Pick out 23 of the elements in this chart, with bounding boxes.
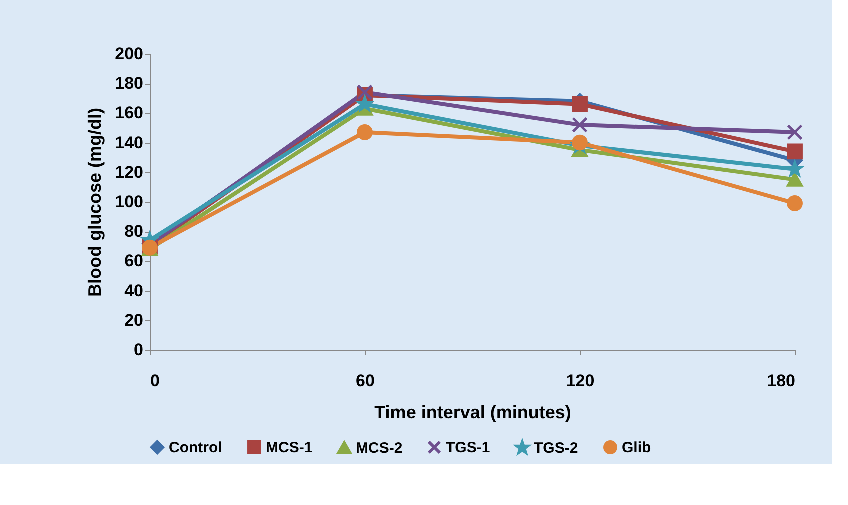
- y-tick-label: 120: [115, 162, 144, 182]
- x-tick-label: 0: [150, 372, 160, 390]
- legend-label: Glib: [622, 440, 652, 457]
- y-axis-title: Blood glucose (mg/dl): [85, 108, 106, 297]
- legend-label: TGS-1: [446, 440, 490, 457]
- y-tick-label: 100: [115, 192, 144, 212]
- x-tick-label: 180: [767, 372, 796, 390]
- y-tick-label: 20: [124, 310, 144, 330]
- y-tick-label: 160: [115, 104, 144, 123]
- legend-label: MCS-1: [266, 440, 313, 457]
- x-tick-label: 60: [356, 372, 375, 390]
- y-tick-label: 180: [115, 74, 144, 94]
- x-axis-title: Time interval (minutes): [374, 402, 572, 422]
- legend-label: Control: [169, 440, 222, 457]
- legend-label: TGS-2: [534, 440, 578, 458]
- y-tick-label: 200: [115, 44, 144, 64]
- y-tick-label: 0: [134, 340, 144, 360]
- legend-label: MCS-2: [356, 440, 403, 457]
- x-tick-label: 120: [566, 372, 595, 390]
- y-tick-label: 60: [124, 252, 144, 271]
- y-tick-label: 80: [124, 222, 144, 242]
- y-tick-label: 40: [124, 281, 144, 300]
- y-tick-label: 140: [115, 133, 144, 152]
